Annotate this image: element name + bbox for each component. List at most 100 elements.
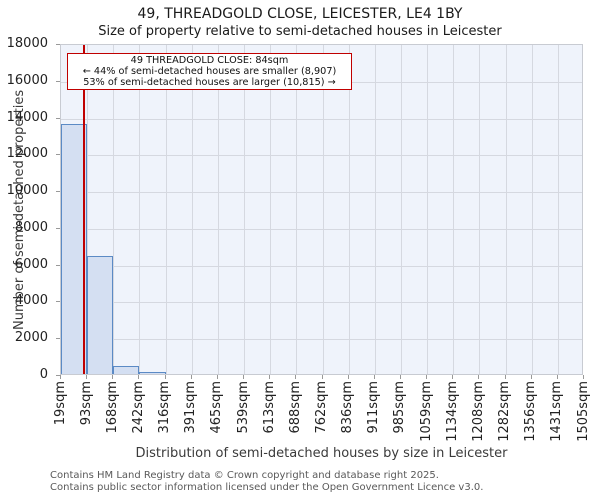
x-tick-mark [138,375,140,379]
y-tick-mark [56,264,60,266]
histogram-bar [87,256,114,374]
y-tick-label: 6000 [14,256,48,272]
y-tick-label: 16000 [6,72,48,88]
x-tick-mark [216,375,218,379]
x-tick-mark [269,375,271,379]
x-tick-mark [190,375,192,379]
y-tick-mark [56,44,60,45]
x-tick-label: 1505sqm [575,381,591,442]
horizontal-gridline [61,339,582,341]
x-tick-label: 168sqm [104,381,120,434]
x-tick-mark [556,375,558,379]
vertical-gridline [322,45,324,374]
x-tick-label: 1059sqm [418,381,434,442]
y-tick-mark [56,338,60,340]
vertical-gridline [191,45,193,374]
x-tick-mark [452,375,454,379]
x-tick-label: 391sqm [183,381,199,434]
annotation-box: 49 THREADGOLD CLOSE: 84sqm ← 44% of semi… [67,53,352,90]
y-tick-label: 12000 [6,146,48,162]
x-tick-mark [399,375,401,379]
y-tick-label: 2000 [14,330,48,346]
y-tick-mark [56,154,60,156]
y-tick-label: 4000 [14,293,48,309]
horizontal-gridline [61,118,582,120]
x-tick-mark [295,375,297,379]
x-tick-label: 1431sqm [549,381,565,442]
x-tick-label: 911sqm [366,381,382,434]
y-tick-label: 18000 [6,36,48,51]
y-tick-mark [56,375,60,376]
vertical-gridline [557,45,559,374]
x-tick-mark [478,375,480,379]
annotation-line-2: ← 44% of semi-detached houses are smalle… [82,66,337,77]
x-tick-label: 93sqm [78,381,94,426]
x-tick-mark [112,375,114,379]
vertical-gridline [348,45,350,374]
x-tick-mark [60,375,61,379]
x-tick-mark [373,375,375,379]
x-tick-mark [530,375,532,379]
vertical-gridline [244,45,246,374]
horizontal-gridline [61,192,582,194]
x-tick-label: 836sqm [340,381,356,434]
y-tick-mark [56,301,60,303]
y-tick-mark [56,227,60,229]
horizontal-gridline [61,155,582,157]
page-title: 49, THREADGOLD CLOSE, LEICESTER, LE4 1BY [137,6,463,22]
chart-subtitle: Size of property relative to semi-detach… [98,24,502,39]
histogram-bar [139,371,166,374]
x-axis-label: Distribution of semi-detached houses by … [135,446,508,461]
vertical-gridline [427,45,429,374]
x-tick-label: 688sqm [287,381,303,434]
x-tick-label: 985sqm [392,381,408,434]
x-tick-label: 316sqm [157,381,173,434]
histogram-bar [113,366,140,374]
x-tick-label: 539sqm [235,381,251,434]
attribution-line-1: Contains HM Land Registry data © Crown c… [50,470,439,481]
vertical-gridline [296,45,298,374]
x-tick-label: 1134sqm [444,381,460,442]
x-tick-mark [347,375,349,379]
attribution-line-2: Contains public sector information licen… [50,481,484,493]
x-tick-mark [583,375,584,379]
x-tick-label: 242sqm [130,381,146,434]
plot-area: 49 THREADGOLD CLOSE: 84sqm ← 44% of semi… [60,44,583,375]
x-tick-label: 613sqm [261,381,277,434]
y-axis-label: Number of semi-detached properties [12,89,27,330]
x-tick-mark [164,375,166,379]
y-tick-label: 14000 [6,109,48,125]
vertical-gridline [113,45,115,374]
x-tick-label: 1282sqm [497,381,512,442]
horizontal-gridline [61,265,582,267]
vertical-gridline [139,45,141,374]
y-tick-label: 8000 [14,219,48,235]
x-tick-mark [321,375,323,379]
x-tick-label: 19sqm [52,381,68,426]
x-tick-label: 762sqm [314,381,329,434]
y-tick-label: 0 [39,367,48,382]
x-tick-mark [243,375,244,379]
vertical-gridline [217,45,219,374]
vertical-gridline [270,45,272,374]
vertical-gridline [479,45,481,374]
annotation-line-3: 53% of semi-detached houses are larger (… [83,77,336,88]
y-tick-mark [56,191,60,193]
horizontal-gridline [61,228,582,230]
horizontal-gridline [61,302,582,304]
annotation-line-1: 49 THREADGOLD CLOSE: 84sqm [130,55,289,66]
vertical-gridline [531,45,533,374]
x-tick-label: 1208sqm [470,381,486,442]
x-tick-mark [426,375,428,379]
vertical-gridline [87,45,89,374]
y-tick-label: 10000 [6,183,48,199]
y-tick-mark [56,117,60,119]
histogram-bar [61,123,88,374]
property-size-marker-line [82,45,85,374]
vertical-gridline [400,45,402,374]
vertical-gridline [374,45,376,374]
x-tick-label: 1356sqm [523,381,539,442]
vertical-gridline [453,45,455,374]
x-tick-mark [504,375,506,379]
y-tick-mark [56,80,60,82]
